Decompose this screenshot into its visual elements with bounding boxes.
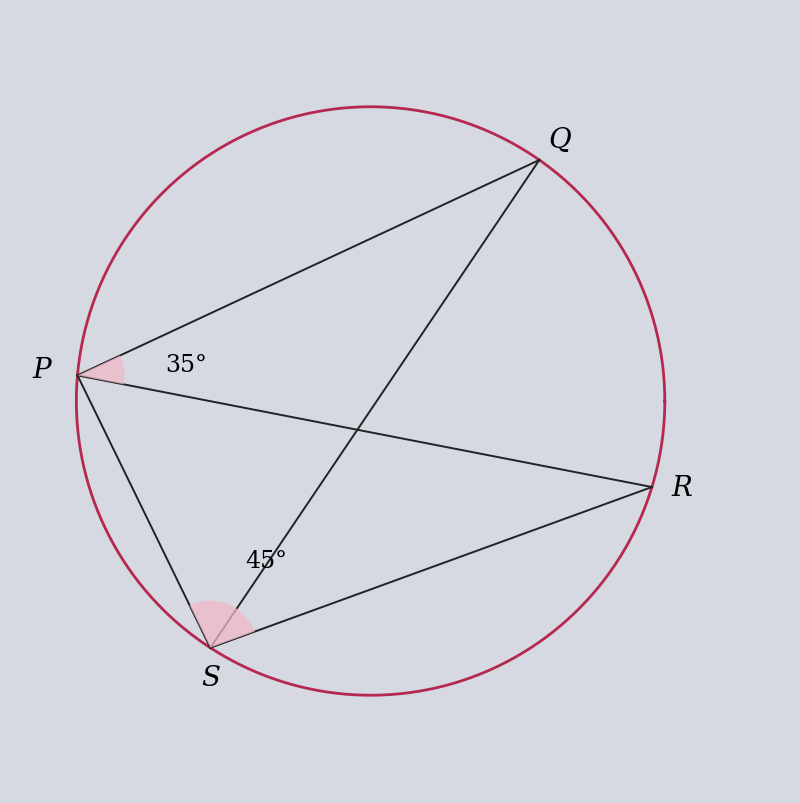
Text: P: P — [33, 357, 51, 384]
Text: S: S — [201, 664, 220, 691]
Wedge shape — [190, 601, 254, 648]
Wedge shape — [78, 356, 125, 385]
Text: R: R — [671, 474, 692, 501]
Text: 35°: 35° — [165, 353, 207, 377]
Text: Q: Q — [549, 127, 571, 153]
Text: 45°: 45° — [246, 549, 287, 573]
